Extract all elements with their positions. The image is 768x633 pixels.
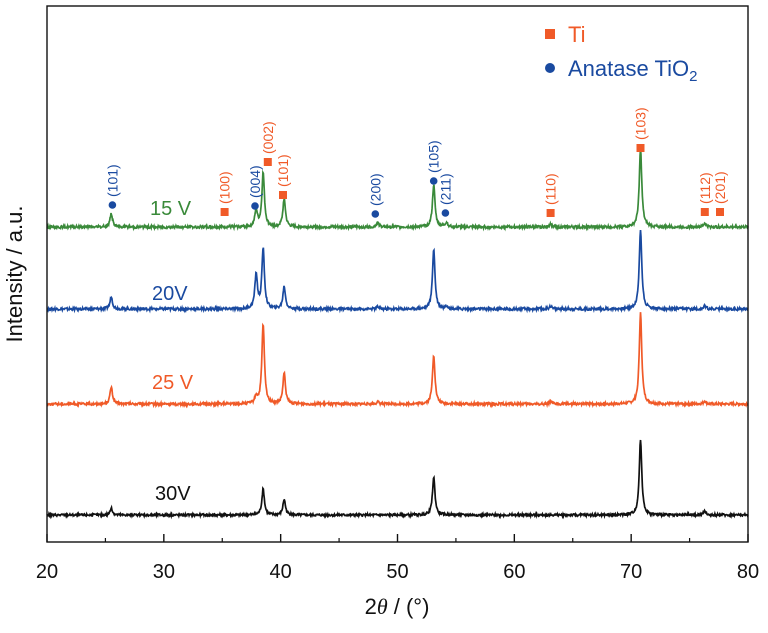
- x-axis-title-symbol: θ: [377, 594, 388, 619]
- ti-marker: [279, 191, 287, 199]
- x-tick-label: 30: [153, 561, 175, 583]
- ti-marker: [716, 208, 724, 216]
- legend-label-1: Ti: [568, 22, 586, 47]
- peak-label: (101): [104, 164, 120, 197]
- ti-marker: [636, 144, 645, 152]
- ti-marker: [263, 158, 272, 166]
- y-axis-title: Intensity / a.u.: [2, 206, 27, 343]
- peak-annotations: (101) (100) (004)(002)(101)(200)(105)(211)…: [104, 107, 728, 218]
- peak-label: (211): [437, 173, 453, 205]
- x-tick-label: 40: [270, 561, 292, 583]
- peak-label: (002): [260, 121, 276, 154]
- peak-label: (110): [543, 173, 559, 205]
- x-tick-label: 60: [503, 561, 525, 583]
- anatase-marker: [108, 201, 117, 209]
- series-line-2: [46, 229, 749, 314]
- peak-label: (103): [633, 107, 649, 140]
- anatase-marker: [441, 209, 450, 217]
- series-line-3: [46, 312, 749, 409]
- peak-label: (004): [247, 165, 263, 198]
- series-label-4: 30V: [155, 483, 191, 505]
- anatase-marker: [429, 177, 438, 185]
- anatase-marker: [371, 210, 380, 218]
- series-label-2: 20V: [152, 283, 188, 305]
- series-label-1: 15 V: [150, 198, 192, 220]
- series-label-3: 25 V: [152, 372, 194, 394]
- ti-marker: [700, 208, 709, 216]
- legend-anatase-marker: [545, 63, 555, 73]
- x-axis-title-suffix: / (°): [388, 594, 430, 619]
- legend-ti-marker: [545, 29, 555, 39]
- peak-label: (201): [712, 171, 728, 204]
- series-line-1: [46, 148, 749, 232]
- anatase-marker: [251, 202, 259, 210]
- x-ticks: 20 30 40 50 60 70 80: [36, 534, 759, 583]
- x-axis-title-prefix: 2: [365, 594, 377, 619]
- peak-label: (105): [426, 140, 442, 173]
- ti-marker: [546, 209, 555, 217]
- ti-marker: [220, 208, 229, 216]
- legend: Ti Anatase TiO2: [545, 22, 697, 85]
- peak-label: (200): [367, 173, 383, 206]
- series-line-4: [46, 439, 749, 520]
- series-layer: 15 V 20V 25 V 30V: [46, 148, 749, 520]
- x-axis-title: 2θ / (°): [365, 594, 430, 619]
- x-tick-label: 50: [386, 561, 408, 583]
- x-tick-label: 70: [620, 561, 642, 583]
- peak-label: (112): [697, 172, 713, 204]
- x-tick-label: 20: [36, 561, 58, 583]
- x-tick-label: 80: [737, 561, 759, 583]
- peak-label: (100): [217, 171, 233, 204]
- peak-label: (101): [275, 154, 291, 187]
- legend-label-2: Anatase TiO2: [568, 56, 697, 85]
